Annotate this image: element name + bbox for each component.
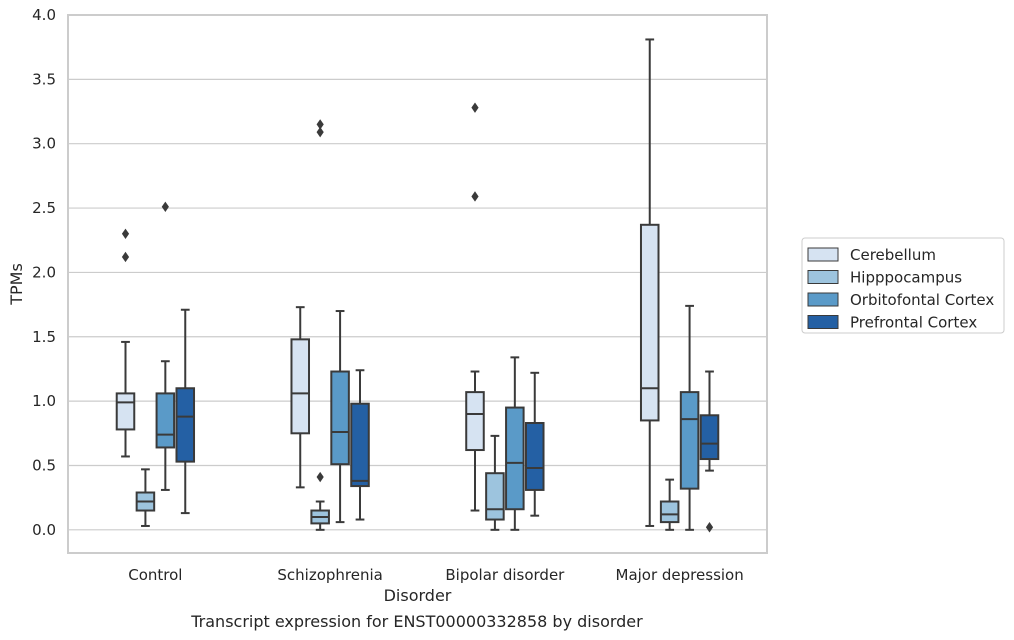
box-orbitofontal-cortex	[505, 356, 525, 531]
box-orbitofontal-cortex	[155, 201, 176, 491]
box-hipppocampus	[310, 119, 330, 531]
legend-swatch	[807, 292, 839, 307]
box-iqr	[679, 391, 700, 490]
y-tick-label: 1.0	[32, 392, 56, 410]
y-tick-label: 0.5	[32, 456, 56, 474]
box-cerebellum	[465, 102, 485, 512]
box-iqr	[175, 387, 196, 463]
grid-lines	[68, 14, 767, 531]
y-tick-label: 2.5	[32, 199, 56, 217]
legend-frame	[801, 237, 1005, 334]
box-iqr	[115, 392, 136, 431]
box-orbitofontal-cortex	[679, 304, 700, 531]
box-iqr	[505, 406, 525, 511]
y-tick-label: 1.5	[32, 328, 56, 346]
box-prefrontal-cortex	[699, 370, 720, 533]
legend: Cerebellum Hipppocampus Orbitofontal Corte…	[801, 237, 1005, 334]
x-tick-label: Schizophrenia	[277, 566, 382, 584]
box-prefrontal-cortex	[350, 369, 370, 521]
legend-swatch	[807, 315, 839, 329]
box-hipppocampus	[659, 478, 680, 531]
box-prefrontal-cortex	[175, 308, 196, 515]
box-groups	[115, 38, 720, 533]
legend-swatch	[807, 270, 839, 284]
outlier-point	[161, 201, 169, 212]
box-iqr	[350, 402, 370, 488]
box-iqr	[699, 414, 720, 461]
box-iqr	[659, 500, 680, 524]
box-iqr	[485, 472, 505, 521]
y-tick-label: 3.5	[32, 70, 56, 88]
y-axis-title: TPMs	[7, 263, 26, 306]
box-cerebellum	[639, 38, 660, 527]
outlier-point	[316, 471, 324, 483]
legend-label: Orbitofontal Cortex	[850, 291, 994, 309]
box-iqr	[155, 392, 176, 449]
chart-caption: Transcript expression for ENST0000033285…	[190, 612, 643, 631]
outlier-point	[121, 251, 130, 263]
box-iqr	[465, 391, 485, 452]
box-cerebellum	[290, 306, 311, 489]
x-tick-label: Major depression	[616, 566, 744, 584]
outlier-point	[705, 522, 714, 533]
box-iqr	[524, 422, 545, 491]
plot-frame	[67, 14, 768, 554]
x-tick-labels: Control Schizophrenia Bipolar disorder Majo…	[128, 566, 743, 584]
y-tick-label: 2.0	[32, 263, 56, 281]
x-tick-label: Control	[128, 566, 182, 584]
y-tick-label: 4.0	[32, 6, 56, 24]
legend-label: Hipppocampus	[850, 269, 962, 287]
box-orbitofontal-cortex	[330, 310, 350, 524]
y-tick-label: 3.0	[32, 135, 56, 153]
outlier-point	[121, 228, 130, 240]
box-iqr	[330, 370, 350, 466]
x-axis-title: Disorder	[384, 586, 452, 605]
outlier-point	[471, 191, 479, 202]
outlier-point	[471, 102, 479, 113]
y-tick-label: 0.0	[32, 521, 56, 539]
y-tick-labels: 0.0 0.5 1.0 1.5 2.0 2.5 3.0 3.5 4.0	[32, 6, 56, 539]
box-hipppocampus	[485, 434, 505, 531]
x-tick-label: Bipolar disorder	[445, 566, 565, 584]
box-hipppocampus	[135, 468, 156, 527]
box-prefrontal-cortex	[524, 371, 545, 517]
legend-label: Prefrontal Cortex	[850, 314, 977, 332]
box-cerebellum	[115, 228, 136, 458]
box-iqr	[290, 338, 311, 435]
outlier-point	[316, 126, 324, 138]
legend-swatch	[807, 247, 839, 262]
legend-label: Cerebellum	[850, 246, 936, 264]
box-iqr	[639, 223, 660, 422]
outlier-point	[316, 119, 324, 130]
